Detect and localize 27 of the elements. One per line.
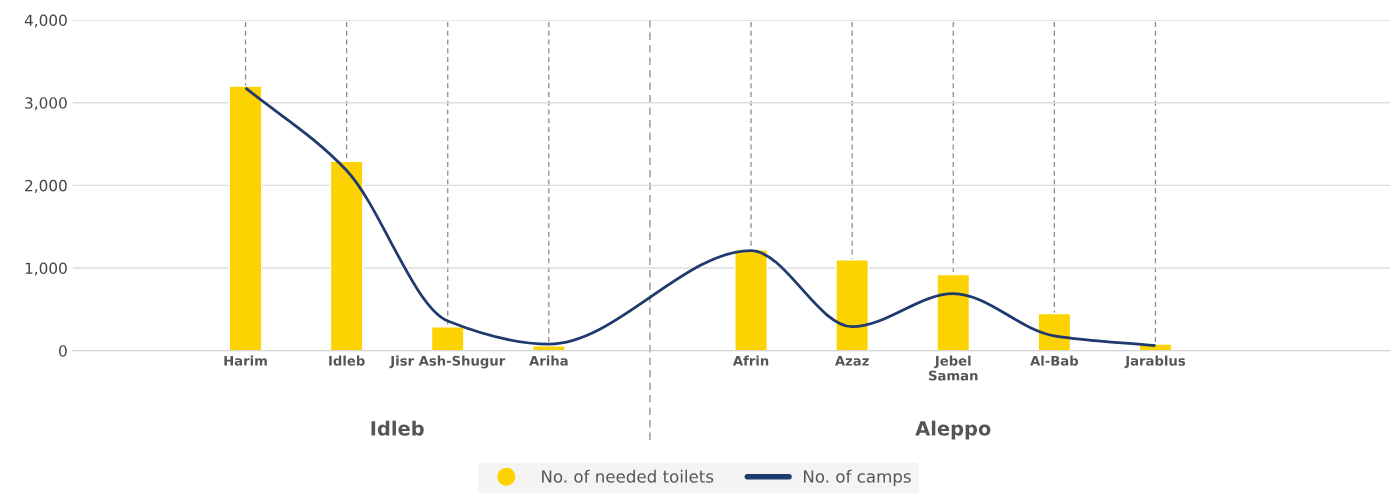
bar	[228, 85, 263, 351]
bar	[835, 259, 870, 351]
bar	[329, 160, 364, 351]
x-tick-label: Afrin	[732, 355, 769, 366]
y-tick-label: 0	[59, 345, 67, 357]
x-tick-label: Al-Bab	[1030, 355, 1079, 366]
text: Idleb	[371, 420, 424, 436]
bar	[1037, 312, 1072, 351]
x-tick-label: Jebel Saman	[928, 355, 978, 381]
y-tick-label: 1,000	[25, 262, 67, 276]
x-tick-label: Idleb	[329, 355, 365, 366]
legend-label: No. of needed toilets	[542, 469, 714, 483]
text: Aleppo	[915, 420, 991, 440]
x-tick-label: Harim	[224, 355, 267, 366]
x-tick-label: Ariha	[529, 355, 568, 366]
bar	[430, 326, 465, 351]
y-tick-label: 3,000	[25, 97, 67, 111]
y-tick-label: 4,000	[24, 14, 67, 28]
y-tick-label: 2,000	[25, 179, 67, 193]
bar	[734, 249, 768, 351]
x-tick-label: Jisr Ash-Shugur	[389, 355, 506, 369]
x-tick-label: Jarablus	[1124, 355, 1186, 369]
bar	[936, 273, 971, 351]
x-tick-label: Azaz	[834, 355, 869, 366]
legend-label: No. of camps	[803, 469, 911, 486]
bar	[531, 345, 566, 351]
line-series	[244, 86, 1157, 348]
